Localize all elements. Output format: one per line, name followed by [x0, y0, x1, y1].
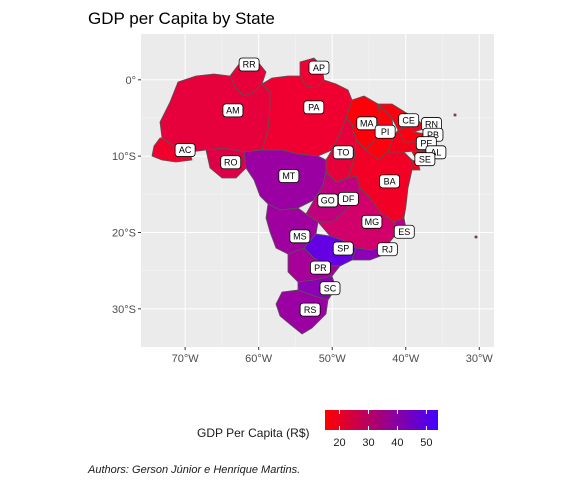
legend: GDP Per Capita (R$) 20 30 40 50 — [197, 410, 438, 449]
state-label-box — [174, 143, 196, 157]
state-label-text: AL — [430, 148, 441, 158]
state-label-sp: SP — [332, 241, 354, 256]
state-label-text: TO — [337, 148, 349, 158]
state-label-box — [393, 224, 415, 239]
state-label-box — [308, 60, 330, 75]
state-label-pi: PI — [374, 124, 396, 139]
y-tick-label: 10°S — [112, 151, 136, 163]
state-label-rs: RS — [299, 302, 321, 317]
state-label-text: SE — [419, 154, 431, 164]
state-label-text: AC — [179, 145, 192, 155]
state-label-box — [376, 242, 398, 257]
state-label-text: SP — [337, 244, 349, 254]
state-label-text: MS — [293, 232, 307, 242]
state-label-box — [361, 214, 383, 229]
legend-title: GDP Per Capita (R$) — [197, 426, 309, 440]
state-label-box — [374, 124, 396, 139]
state-label-text: BA — [384, 177, 396, 187]
state-label-rr: RR — [238, 57, 260, 72]
state-label-text: PE — [420, 138, 432, 148]
state-label-pa: PA — [303, 100, 325, 115]
state-label-mg: MG — [361, 214, 383, 229]
state-label-text: DF — [342, 194, 354, 204]
state-label-ro: RO — [220, 155, 242, 170]
state-label-text: RO — [224, 157, 238, 167]
state-label-box — [303, 100, 325, 115]
state-label-rj: RJ — [376, 242, 398, 257]
state-label-df: DF — [337, 191, 359, 206]
legend-tick-label: 20 — [333, 437, 345, 449]
state-label-text: PR — [314, 263, 327, 273]
state-label-text: ES — [398, 227, 410, 237]
state-label-box — [398, 113, 420, 128]
y-axis-ticks: 0° 10°S 20°S 30°S — [112, 75, 141, 316]
state-label-es: ES — [393, 224, 415, 239]
state-label-box — [379, 174, 400, 189]
island-shape — [474, 235, 478, 239]
y-tick-label: 20°S — [112, 227, 136, 239]
state-label-box — [414, 152, 436, 167]
chart-title: GDP per Capita by State — [88, 9, 275, 28]
state-label-box — [332, 241, 354, 256]
state-label-text: MT — [282, 171, 295, 181]
state-label-ac: AC — [174, 143, 196, 157]
state-label-box — [299, 302, 321, 317]
state-label-box — [356, 116, 378, 131]
state-label-text: PB — [427, 130, 439, 140]
state-label-box — [278, 169, 300, 183]
legend-tick-label: 30 — [362, 437, 374, 449]
state-label-box — [222, 103, 244, 118]
state-label-am: AM — [222, 103, 244, 118]
state-label-text: RN — [425, 119, 438, 129]
y-tick-label: 30°S — [112, 304, 136, 316]
state-label-to: TO — [332, 145, 354, 160]
state-label-box — [289, 229, 311, 244]
state-label-ba: BA — [379, 174, 400, 189]
state-label-ce: CE — [398, 113, 420, 128]
state-label-text: AM — [226, 106, 240, 116]
state-label-pr: PR — [310, 260, 331, 275]
state-label-ma: MA — [356, 116, 378, 131]
state-label-sc: SC — [319, 281, 341, 296]
x-axis-ticks: 70°W 60°W 50°W 40°W 30°W — [172, 347, 494, 365]
chart-caption: Authors: Gerson Júnior e Henrique Martin… — [87, 464, 300, 476]
state-label-box — [238, 57, 260, 72]
state-label-box — [310, 260, 331, 275]
state-label-text: RJ — [382, 244, 393, 254]
state-label-ms: MS — [289, 229, 311, 244]
state-label-ap: AP — [308, 60, 330, 75]
x-tick-label: 50°W — [319, 353, 347, 365]
x-tick-label: 40°W — [392, 353, 420, 365]
x-tick-label: 30°W — [466, 353, 494, 365]
legend-ticks: 20 30 40 50 — [333, 410, 433, 449]
x-tick-label: 70°W — [172, 353, 200, 365]
state-label-text: RS — [304, 305, 317, 315]
state-label-text: PI — [381, 127, 390, 137]
state-label-mt: MT — [278, 169, 300, 183]
state-label-go: GO — [317, 193, 339, 208]
state-label-text: PA — [308, 102, 319, 112]
state-label-box — [332, 145, 354, 160]
state-label-text: AP — [313, 63, 325, 73]
state-label-text: GO — [321, 196, 335, 206]
state-label-text: MA — [360, 119, 374, 129]
state-label-text: MG — [365, 217, 380, 227]
state-label-box — [220, 155, 242, 170]
state-label-se: SE — [414, 152, 436, 167]
legend-tick-label: 40 — [391, 437, 403, 449]
state-label-box — [337, 191, 359, 206]
y-tick-label: 0° — [125, 75, 136, 87]
state-label-box — [319, 281, 341, 296]
state-label-text: CE — [402, 115, 415, 125]
state-label-text: SC — [324, 283, 337, 293]
legend-colorbar — [325, 410, 438, 430]
state-label-box — [317, 193, 339, 208]
legend-tick-label: 50 — [420, 437, 432, 449]
state-label-text: RR — [243, 60, 256, 70]
x-tick-label: 60°W — [245, 353, 273, 365]
island-shape — [453, 113, 457, 117]
